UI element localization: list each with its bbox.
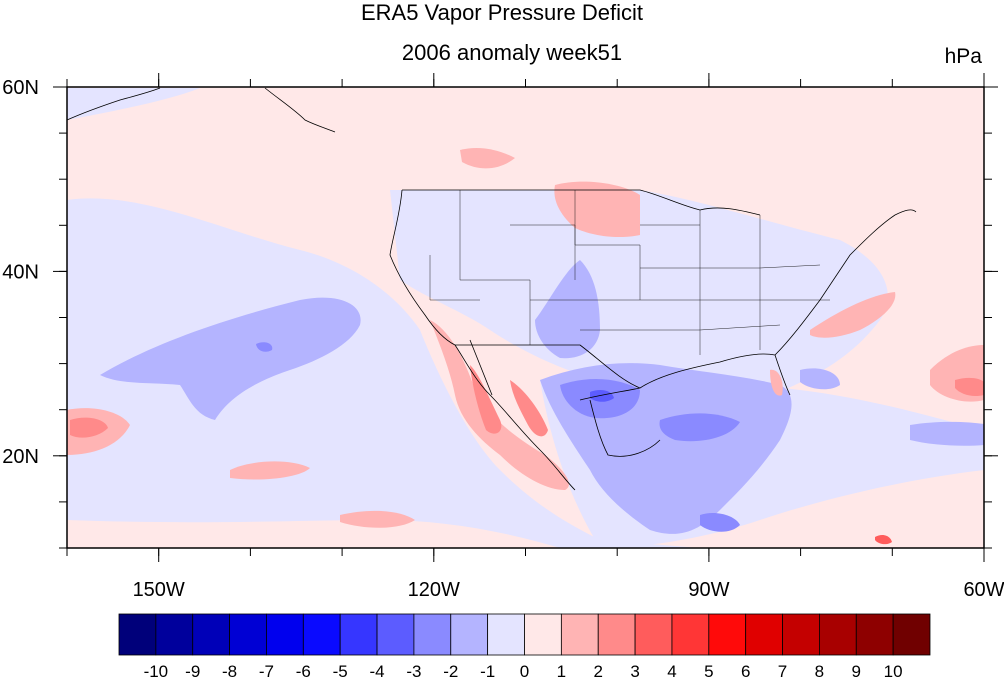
coastline: [774, 209, 917, 356]
colorbar-swatch: [560, 613, 599, 656]
colorbar: [118, 613, 931, 656]
colorbar-label: -1: [480, 662, 495, 681]
colorbar-swatch: [634, 613, 673, 656]
state-border: [640, 264, 821, 269]
colorbar-label: 8: [815, 662, 824, 681]
colorbar-swatch: [339, 613, 378, 656]
colorbar-swatch: [819, 613, 857, 656]
coastline: [389, 189, 456, 346]
negative-anomaly-region: [700, 513, 740, 532]
colorbar-swatch: [118, 613, 157, 656]
positive-anomaly-region: [70, 417, 108, 438]
units-label: hPa: [944, 45, 982, 68]
state-lines: [429, 190, 830, 355]
positive-anomaly-region: [460, 147, 515, 169]
axis-tick-labels: 150W 120W 90W 60W 20N 40N 60N: [2, 77, 1004, 601]
colorbar-label: -5: [333, 662, 348, 681]
colorbar-swatch: [892, 613, 931, 656]
national-border: [402, 189, 761, 216]
lat-tick-label: 20N: [2, 446, 39, 468]
colorbar-swatch: [376, 613, 415, 656]
colorbar-label: 2: [593, 662, 602, 681]
colorbar-swatch: [671, 613, 710, 656]
colorbar-label: 4: [667, 662, 676, 681]
colorbar-swatch: [229, 613, 267, 656]
anomaly-field: [67, 88, 984, 548]
colorbar-label: -9: [185, 662, 200, 681]
coastline: [579, 353, 791, 401]
negative-anomaly-region: [800, 368, 840, 390]
colorbar-label: 5: [704, 662, 713, 681]
colorbar-label: -7: [259, 662, 274, 681]
negative-anomaly-region: [390, 190, 888, 400]
colorbar-swatch: [302, 613, 341, 656]
negative-anomaly-region: [100, 297, 361, 420]
lon-tick-label: 60W: [963, 579, 1004, 601]
colorbar-swatch: [708, 613, 747, 656]
colorbar-swatch: [155, 613, 194, 656]
colorbar-label: -4: [369, 662, 384, 681]
state-border: [429, 255, 480, 301]
colorbar-swatch: [413, 613, 452, 656]
lon-tick-label: 90W: [688, 579, 729, 601]
lat-tick-label: 60N: [2, 77, 39, 99]
colorbar-label: 10: [884, 662, 903, 681]
colorbar-label: -6: [296, 662, 311, 681]
coastline: [264, 87, 336, 133]
land-outlines: [66, 87, 917, 491]
colorbar-label: -10: [144, 662, 169, 681]
colorbar-swatch: [192, 613, 230, 656]
colorbar-swatch: [524, 613, 562, 656]
colorbar-label: -2: [443, 662, 458, 681]
state-border: [459, 190, 531, 345]
colorbar-label: 0: [520, 662, 529, 681]
lon-tick-label: 150W: [133, 579, 185, 601]
colorbar-label: -8: [222, 662, 237, 681]
positive-anomaly-region: [875, 534, 892, 545]
lat-tick-label: 40N: [2, 261, 39, 283]
state-border: [574, 190, 641, 300]
colorbar-swatch: [782, 613, 820, 656]
positive-anomaly-region: [340, 510, 415, 528]
colorbar-swatch: [745, 613, 783, 656]
coastline: [589, 399, 661, 457]
state-border: [580, 324, 781, 331]
positive-anomaly-region: [770, 369, 783, 396]
negative-anomaly-region: [75, 203, 160, 225]
colorbar-label: 3: [630, 662, 639, 681]
negative-anomaly-region: [535, 260, 600, 359]
colorbar-labels: -10 -9 -8 -7 -6 -5 -4 -3 -2 -1 0 1 2 3 4 5 6 7 8 9 10: [144, 662, 903, 681]
positive-anomaly-region: [955, 377, 984, 397]
colorbar-label: 9: [852, 662, 861, 681]
positive-anomaly-region: [230, 461, 310, 480]
negative-anomaly-region: [256, 342, 273, 352]
national-border: [455, 344, 641, 389]
coastline: [66, 87, 161, 121]
colorbar-swatch: [855, 613, 894, 656]
negative-anomaly-region: [910, 421, 984, 446]
chart-subtitle: 2006 anomaly week51: [401, 40, 623, 65]
lon-tick-label: 120W: [408, 579, 460, 601]
colorbar-label: 7: [778, 662, 787, 681]
chart-title: ERA5 Vapor Pressure Deficit: [360, 0, 644, 25]
colorbar-swatch: [487, 613, 525, 656]
colorbar-label: -3: [406, 662, 421, 681]
negative-anomaly-region: [659, 413, 740, 442]
negative-anomaly-region: [67, 198, 700, 548]
axis-ticks: [53, 73, 998, 562]
coastline: [454, 344, 576, 491]
negative-anomaly-region: [67, 88, 200, 120]
colorbar-swatch: [597, 613, 636, 656]
positive-anomaly-region: [554, 181, 640, 238]
colorbar-swatch: [266, 613, 304, 656]
colorbar-swatch: [450, 613, 489, 656]
positive-anomaly-region: [810, 292, 896, 338]
colorbar-label: 6: [741, 662, 750, 681]
positive-anomaly-region: [470, 365, 502, 434]
colorbar-label: 1: [557, 662, 566, 681]
positive-anomaly-region: [510, 380, 548, 437]
negative-anomaly-region: [590, 390, 614, 402]
